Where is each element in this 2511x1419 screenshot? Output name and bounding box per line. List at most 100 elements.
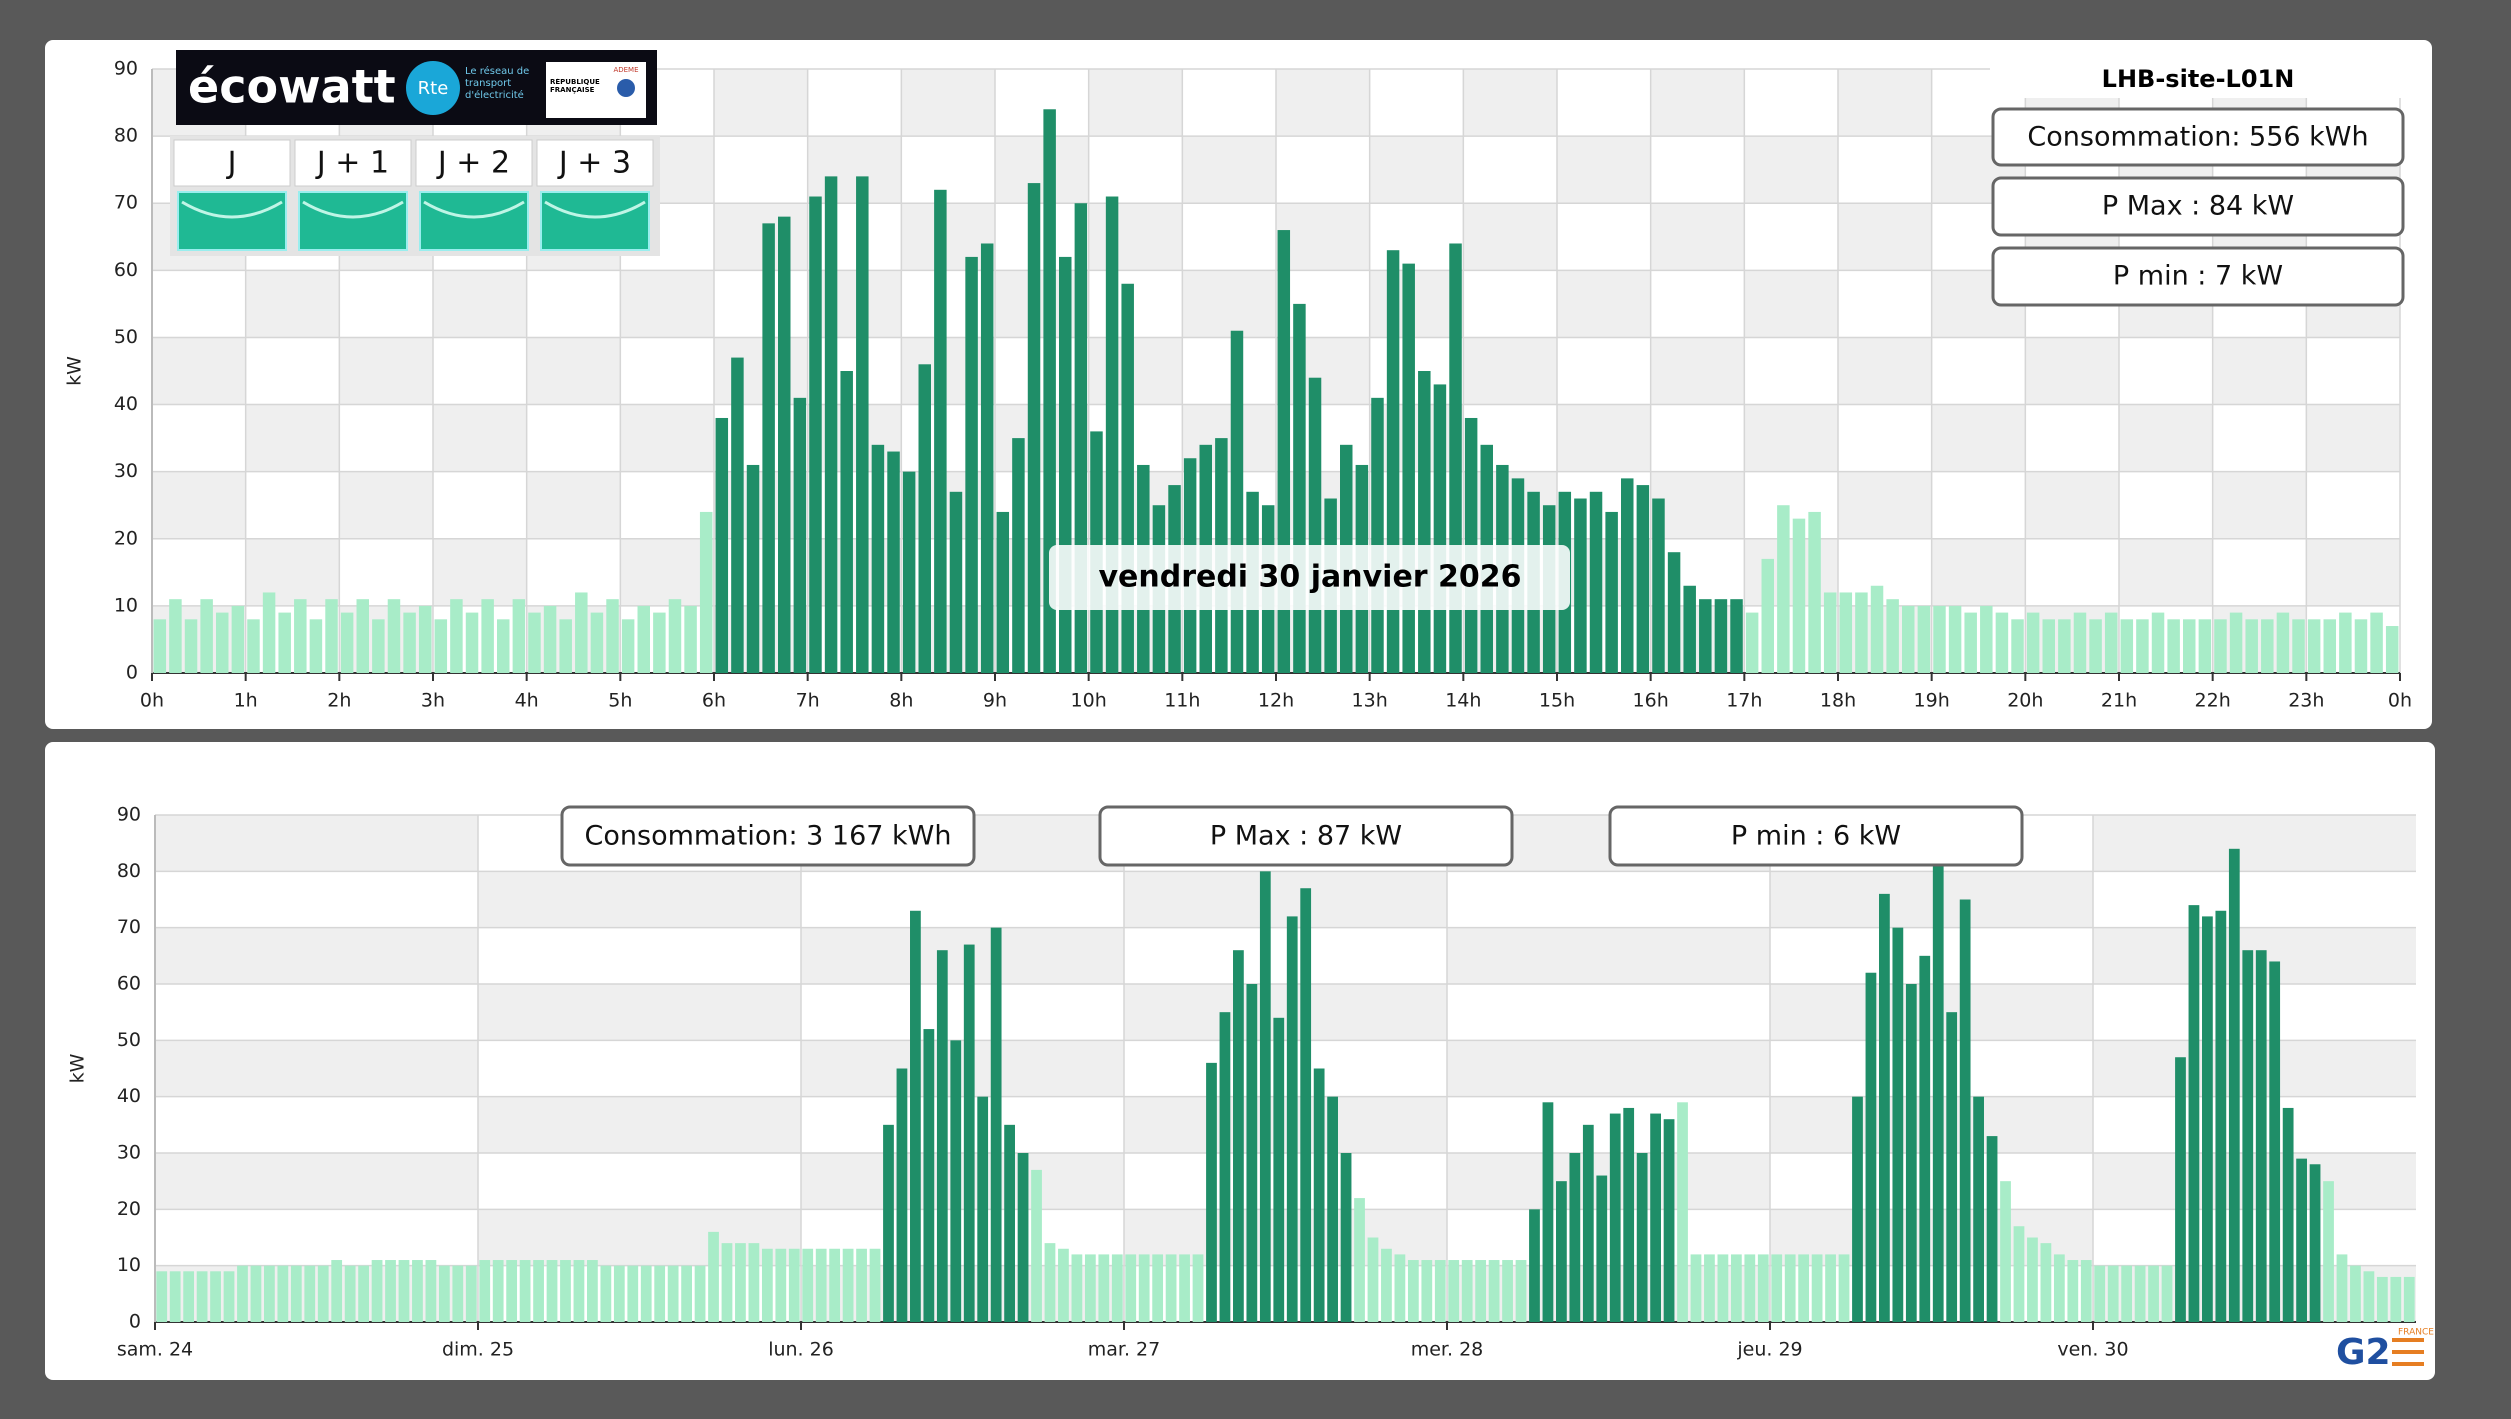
y-tick-label: 20 (114, 527, 138, 549)
y-tick-label: 30 (117, 1142, 141, 1164)
bar (977, 1096, 989, 1322)
bar (2148, 1265, 2159, 1322)
x-tick-label: 12h (1258, 690, 1294, 712)
bar (1354, 1198, 1365, 1322)
ecowatt-brand: écowatt (188, 60, 396, 114)
bar (1418, 371, 1431, 673)
bar (1179, 1254, 1190, 1322)
bar (1569, 1153, 1581, 1322)
bar (2370, 612, 2383, 673)
bar (497, 619, 510, 673)
bar (2307, 619, 2321, 673)
bar (1917, 605, 1931, 673)
bar (1761, 558, 1774, 673)
bar (1044, 1243, 1056, 1322)
grid-cell (155, 1209, 478, 1266)
x-tick-label: lun. 26 (768, 1339, 834, 1361)
bar (575, 592, 588, 673)
grid-cell (1182, 471, 1276, 539)
stat-box (1991, 107, 2405, 167)
bar (1394, 1254, 1406, 1322)
grid-cell (1182, 136, 1276, 204)
grid-cell (1557, 538, 1651, 606)
grid-cell (1744, 471, 1838, 539)
bar (418, 605, 432, 673)
bar (788, 1248, 800, 1322)
grid-cell (1182, 270, 1276, 338)
grid-cell (1770, 1265, 2093, 1322)
grid-cell (1182, 404, 1276, 472)
grid-cell (1744, 538, 1838, 606)
bar (1605, 511, 1618, 673)
bar (2276, 612, 2290, 673)
grid-cell (1369, 337, 1464, 405)
grid-cell (245, 471, 340, 539)
bar (559, 619, 572, 673)
grid-cell (801, 1153, 1124, 1210)
bar (950, 1040, 962, 1322)
bar (1421, 1260, 1433, 1322)
grid-cell (1124, 1040, 1447, 1097)
grid-cell (620, 337, 714, 405)
bar (325, 599, 338, 673)
grid-cell (807, 203, 902, 271)
bar (1381, 1248, 1392, 1322)
bar (708, 1231, 719, 1322)
bar (1574, 498, 1587, 673)
bar (1690, 1254, 1702, 1322)
bar (1823, 592, 1837, 673)
rte-logo (406, 61, 460, 115)
grid-cell (1931, 538, 2026, 606)
bar (2094, 1265, 2106, 1322)
bar (1293, 303, 1306, 673)
bar (1059, 256, 1072, 673)
bar (1461, 1260, 1473, 1322)
grid-cell (1650, 69, 1745, 137)
grid-cell (1088, 337, 1183, 405)
bar (2073, 612, 2087, 673)
grid-cell (478, 1096, 801, 1153)
grid-cell (1650, 404, 1745, 472)
grid-cell (2025, 404, 2119, 472)
y-tick-label: 10 (114, 594, 138, 616)
bar (309, 619, 323, 673)
bar (216, 612, 229, 673)
grid-cell (1770, 1153, 2093, 1210)
bar (1448, 1260, 1460, 1322)
rte-tagline: Le réseau de transport d'électricité (465, 66, 530, 101)
grid-cell (807, 69, 902, 137)
day-wave (302, 200, 404, 219)
week-chart: 0 10 20 30 40 50 60 70 80 90 sam. 24 dim. 25 lun. 26… (67, 804, 2416, 1361)
bar (533, 1260, 544, 1322)
bar (1121, 283, 1134, 673)
grid-cell (714, 471, 808, 539)
bar (2183, 619, 2196, 673)
bar (1475, 1260, 1487, 1322)
grid-cell (2093, 984, 2416, 1041)
bar (371, 1260, 383, 1322)
bar (2215, 910, 2227, 1322)
bar (1892, 927, 1904, 1322)
grid-cell (2119, 605, 2213, 673)
bar (2161, 1265, 2173, 1322)
bar (2104, 612, 2118, 673)
grid-cell (339, 270, 433, 338)
y-tick-label: 80 (114, 125, 138, 147)
grid-cell (478, 1153, 801, 1210)
x-tick-label: 5h (608, 690, 632, 712)
grid-cell (155, 1265, 478, 1322)
bar (640, 1265, 652, 1322)
bar (356, 599, 369, 673)
bar (2296, 1158, 2307, 1322)
bar (317, 1265, 329, 1322)
bar (1757, 1254, 1769, 1322)
grid-cell (433, 270, 527, 338)
bar (1995, 612, 2009, 673)
republic: RÉPUBLIQUE FRANÇAISE (550, 78, 600, 94)
grid-cell (155, 927, 478, 984)
grid-cell (1369, 270, 1464, 338)
x-tick-label: 18h (1820, 690, 1856, 712)
bar (1825, 1254, 1836, 1322)
bar (1986, 1136, 1998, 1322)
